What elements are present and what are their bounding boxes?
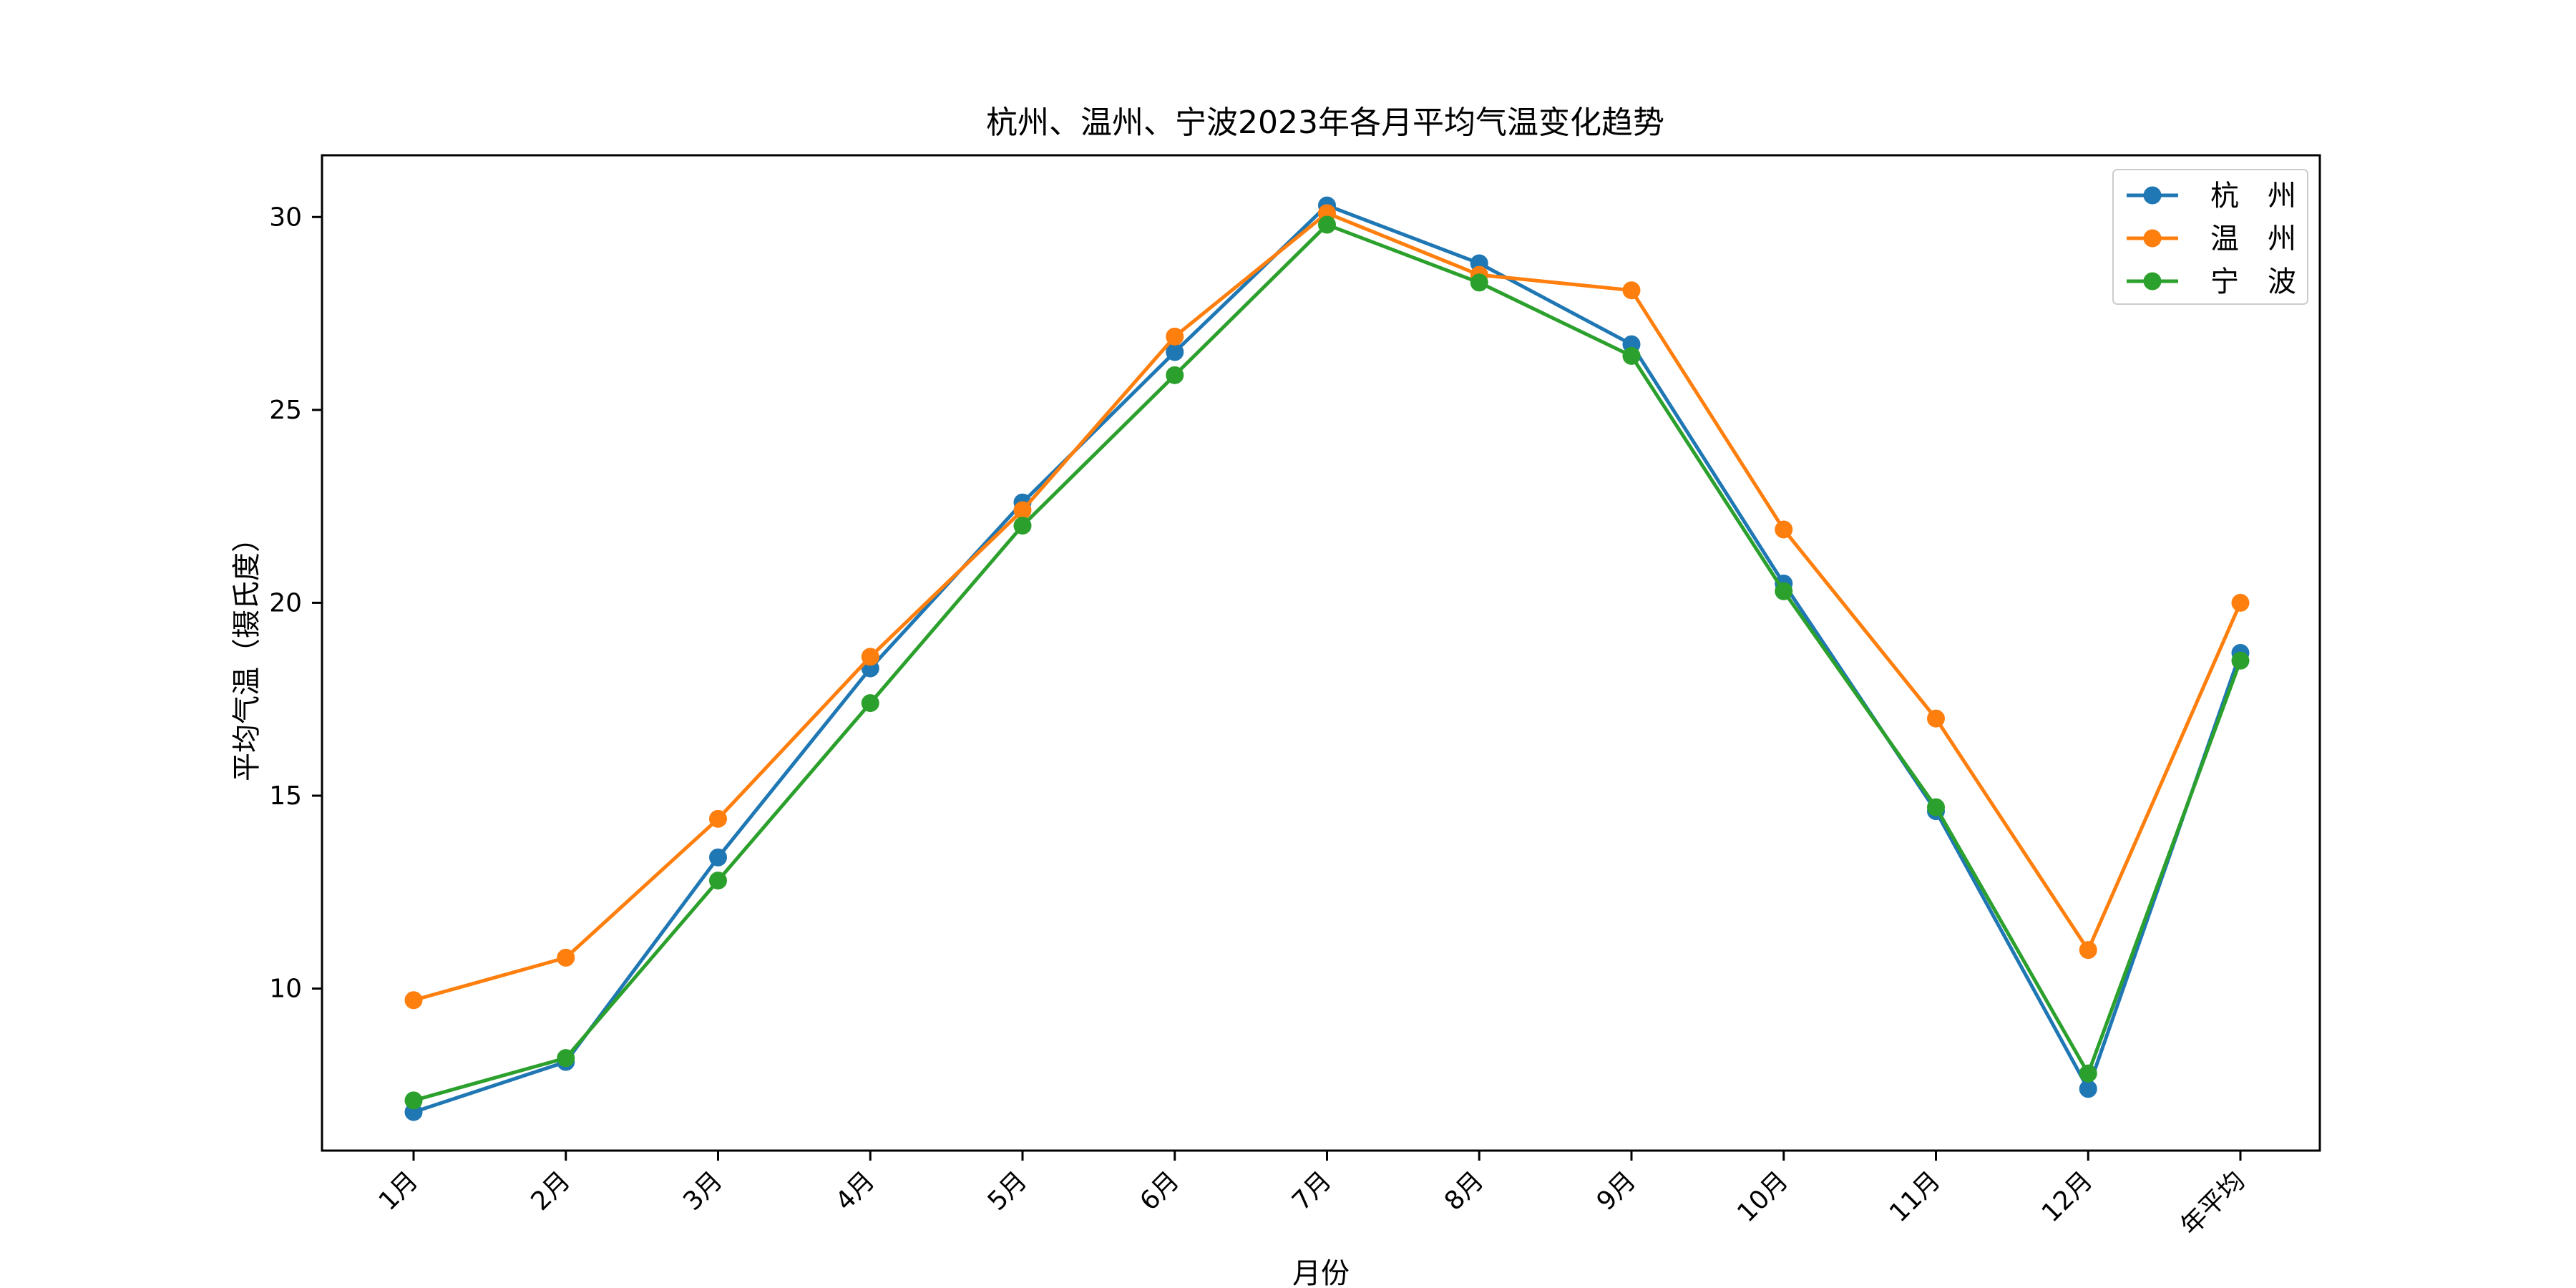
data-point — [2231, 593, 2250, 612]
y-tick-label: 30 — [269, 203, 302, 232]
legend-label: 宁 波 — [2210, 265, 2296, 298]
data-point — [557, 1049, 575, 1068]
data-point — [709, 809, 727, 828]
y-tick-label: 10 — [269, 975, 302, 1004]
data-point — [1775, 582, 1793, 600]
data-point — [2079, 941, 2097, 960]
data-point — [1166, 366, 1184, 384]
data-point — [1775, 520, 1793, 539]
data-point — [1166, 327, 1184, 346]
data-point — [709, 848, 727, 867]
data-point — [1622, 281, 1641, 300]
legend-marker — [2143, 272, 2162, 291]
legend-marker — [2143, 229, 2162, 248]
data-point — [2079, 1080, 2097, 1098]
data-point — [404, 991, 423, 1010]
data-point — [1318, 215, 1336, 234]
data-point — [709, 872, 727, 890]
data-point — [404, 1091, 423, 1110]
data-point — [1927, 709, 1945, 728]
legend-marker — [2143, 186, 2162, 205]
data-point — [861, 694, 879, 713]
series-group — [404, 215, 2250, 1110]
data-point — [2079, 1064, 2097, 1083]
data-point — [1013, 517, 1032, 535]
legend-items: 杭 州温 州宁 波 — [2127, 180, 2296, 298]
data-point — [1470, 273, 1488, 292]
chart-title: 杭州、温州、宁波2023年各月平均气温变化趋势 — [986, 104, 1664, 141]
legend-label: 杭 州 — [2210, 180, 2296, 213]
y-tick-label: 20 — [269, 588, 302, 618]
y-axis-label: 平均气温（摄氏度） — [230, 524, 263, 781]
y-tick-label: 25 — [269, 396, 302, 425]
data-point — [1622, 346, 1641, 365]
legend: 杭 州温 州宁 波 — [2112, 169, 2308, 305]
y-tick-label: 15 — [269, 781, 302, 811]
plot-area-frame — [321, 154, 2321, 1152]
data-point — [861, 648, 879, 666]
data-point — [1013, 501, 1032, 519]
data-point — [2231, 651, 2250, 670]
series-layer — [404, 196, 2250, 1121]
data-point — [557, 948, 575, 967]
legend-label: 温 州 — [2210, 223, 2296, 255]
data-point — [1927, 798, 1945, 816]
y-axis-ticks: 10 15 20 25 30 — [269, 203, 322, 1004]
legend-box — [2112, 169, 2308, 305]
x-axis-label: 月份 — [1292, 1257, 1350, 1288]
